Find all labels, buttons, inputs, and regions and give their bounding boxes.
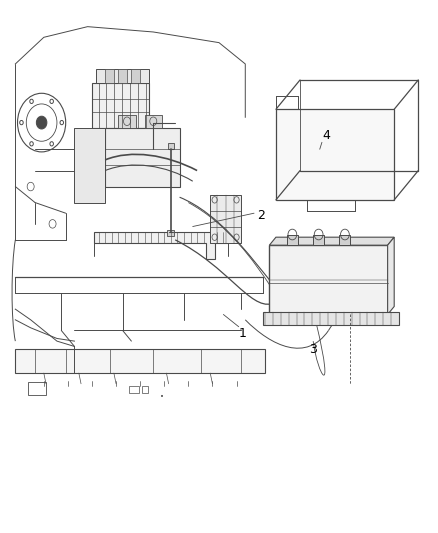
Bar	[131, 69, 140, 83]
Bar	[129, 386, 139, 393]
Bar	[339, 235, 350, 245]
Circle shape	[36, 116, 47, 129]
Bar	[210, 195, 241, 243]
Bar	[263, 312, 399, 325]
Bar	[287, 235, 298, 245]
Text: 4: 4	[322, 130, 330, 142]
Text: 2: 2	[257, 209, 265, 222]
Bar	[313, 235, 324, 245]
Text: 1: 1	[239, 327, 247, 340]
Bar	[118, 69, 127, 83]
Bar	[145, 115, 162, 128]
Bar	[15, 349, 265, 373]
Bar	[28, 382, 46, 395]
Polygon shape	[94, 232, 228, 259]
Bar	[142, 386, 148, 393]
Bar	[92, 83, 149, 128]
Bar	[105, 128, 180, 187]
Bar	[105, 69, 114, 83]
Text: •: •	[160, 394, 164, 400]
Bar	[167, 230, 174, 236]
Polygon shape	[269, 237, 394, 245]
Text: 3: 3	[309, 343, 317, 356]
Bar	[269, 245, 388, 314]
Polygon shape	[74, 128, 105, 203]
Bar	[276, 109, 394, 200]
Bar	[96, 69, 149, 83]
Bar	[168, 143, 174, 149]
Polygon shape	[388, 237, 394, 314]
Bar	[118, 115, 136, 128]
